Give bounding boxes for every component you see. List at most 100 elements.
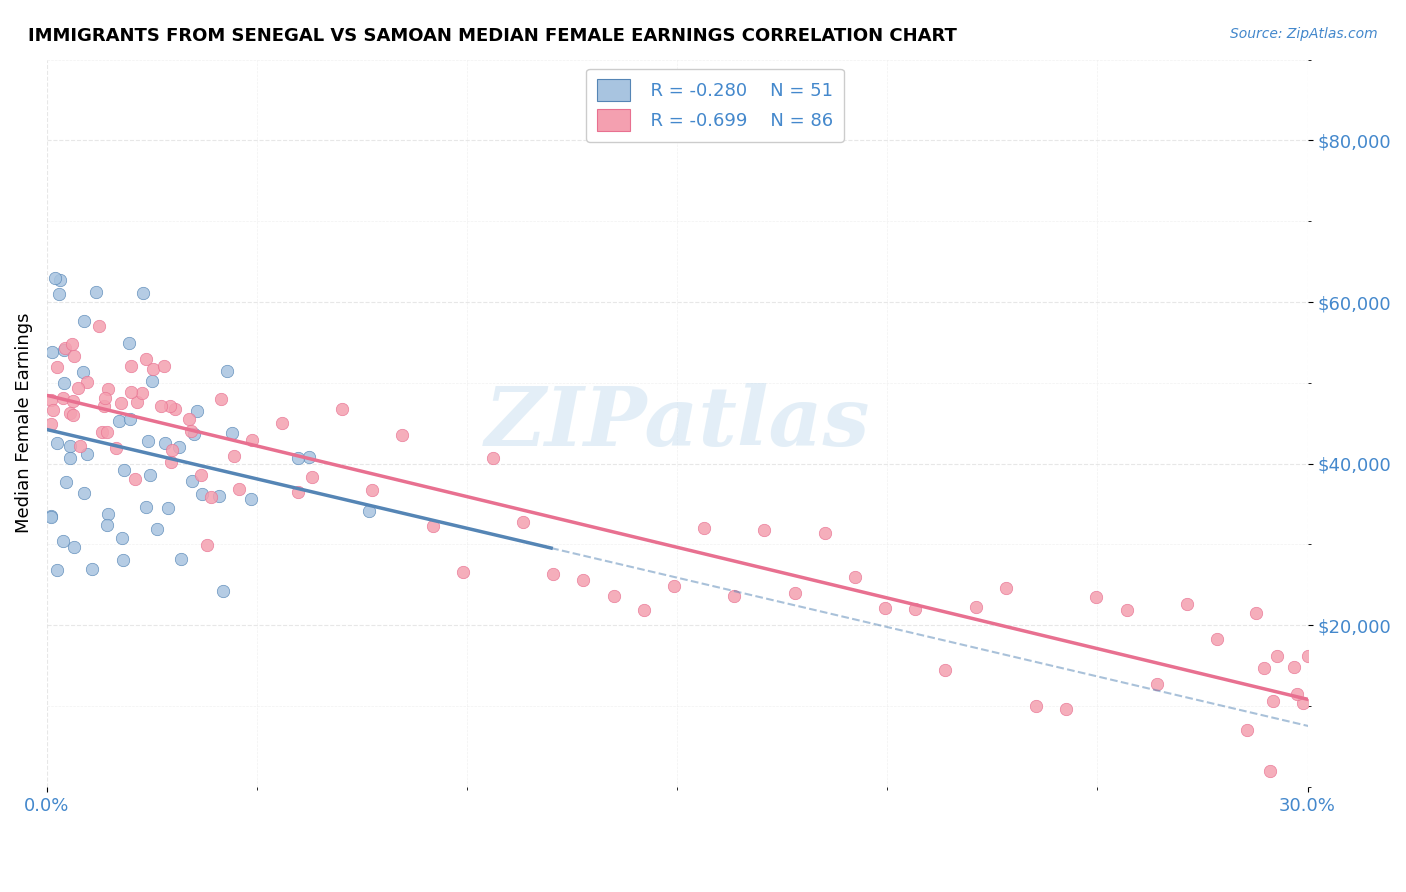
Samoans <box>633 603 655 617</box>
Immigrants from Senegal <box>120 412 142 426</box>
Immigrants from Senegal <box>45 562 67 576</box>
Samoans <box>135 352 157 367</box>
Samoans <box>60 337 83 351</box>
Immigrants from Senegal <box>48 287 70 301</box>
Immigrants from Senegal <box>108 414 131 428</box>
Samoans <box>190 467 212 482</box>
Immigrants from Senegal <box>215 363 238 377</box>
Samoans <box>1115 603 1137 617</box>
Immigrants from Senegal <box>52 376 75 390</box>
Samoans <box>1258 764 1281 778</box>
Samoans <box>209 392 232 407</box>
Samoans <box>76 375 98 389</box>
Immigrants from Senegal <box>55 475 77 490</box>
Immigrants from Senegal <box>118 336 141 351</box>
Immigrants from Senegal <box>186 404 208 418</box>
Samoans <box>904 601 927 615</box>
Text: Source: ZipAtlas.com: Source: ZipAtlas.com <box>1230 27 1378 41</box>
Samoans <box>1025 699 1047 714</box>
Immigrants from Senegal <box>59 439 82 453</box>
Samoans <box>228 482 250 496</box>
Samoans <box>94 391 117 405</box>
Text: ZIPatlas: ZIPatlas <box>485 384 870 463</box>
Samoans <box>62 394 84 409</box>
Samoans <box>361 483 384 498</box>
Samoans <box>662 579 685 593</box>
Samoans <box>96 425 118 440</box>
Samoans <box>142 362 165 376</box>
Immigrants from Senegal <box>48 273 70 287</box>
Samoans <box>572 573 595 587</box>
Immigrants from Senegal <box>287 451 309 466</box>
Samoans <box>783 586 806 600</box>
Immigrants from Senegal <box>141 374 163 388</box>
Immigrants from Senegal <box>240 492 263 507</box>
Immigrants from Senegal <box>183 426 205 441</box>
Immigrants from Senegal <box>170 552 193 566</box>
Samoans <box>69 439 91 453</box>
Samoans <box>1267 648 1289 663</box>
Samoans <box>91 425 114 440</box>
Samoans <box>512 516 534 530</box>
Immigrants from Senegal <box>111 532 134 546</box>
Immigrants from Senegal <box>111 553 134 567</box>
Samoans <box>1282 659 1305 673</box>
Samoans <box>87 319 110 334</box>
Samoans <box>422 519 444 533</box>
Immigrants from Senegal <box>135 500 157 514</box>
Immigrants from Senegal <box>39 509 62 524</box>
Immigrants from Senegal <box>41 344 63 359</box>
Immigrants from Senegal <box>211 583 233 598</box>
Immigrants from Senegal <box>167 440 190 454</box>
Immigrants from Senegal <box>112 463 135 477</box>
Samoans <box>1175 597 1198 611</box>
Samoans <box>97 382 120 396</box>
Samoans <box>62 408 84 422</box>
Immigrants from Senegal <box>45 435 67 450</box>
Samoans <box>120 385 142 400</box>
Immigrants from Senegal <box>298 450 321 465</box>
Samoans <box>53 341 76 355</box>
Samoans <box>180 424 202 438</box>
Samoans <box>1054 702 1077 716</box>
Samoans <box>301 469 323 483</box>
Samoans <box>391 427 413 442</box>
Samoans <box>934 663 956 677</box>
Samoans <box>160 455 183 469</box>
Samoans <box>62 350 84 364</box>
Samoans <box>39 417 62 432</box>
Samoans <box>330 401 353 416</box>
Legend:   R = -0.280    N = 51,   R = -0.699    N = 86: R = -0.280 N = 51, R = -0.699 N = 86 <box>586 69 844 142</box>
Immigrants from Senegal <box>181 474 204 488</box>
Immigrants from Senegal <box>157 501 180 516</box>
Samoans <box>1146 677 1168 691</box>
Samoans <box>150 399 173 413</box>
Immigrants from Senegal <box>72 365 94 379</box>
Immigrants from Senegal <box>132 285 155 300</box>
Samoans <box>59 406 82 420</box>
Samoans <box>124 472 146 486</box>
Samoans <box>482 450 505 465</box>
Samoans <box>723 589 745 603</box>
Samoans <box>1291 697 1313 711</box>
Samoans <box>1236 723 1258 737</box>
Samoans <box>240 434 263 448</box>
Immigrants from Senegal <box>76 447 98 461</box>
Samoans <box>153 359 176 373</box>
Samoans <box>693 521 716 535</box>
Immigrants from Senegal <box>52 534 75 549</box>
Samoans <box>195 538 218 552</box>
Immigrants from Senegal <box>136 434 159 448</box>
Immigrants from Senegal <box>97 508 120 522</box>
Immigrants from Senegal <box>357 504 380 518</box>
Samoans <box>451 565 474 579</box>
Samoans <box>159 399 181 413</box>
Immigrants from Senegal <box>73 313 96 327</box>
Samoans <box>1296 649 1319 664</box>
Samoans <box>1253 661 1275 675</box>
Samoans <box>39 392 62 407</box>
Immigrants from Senegal <box>153 436 176 450</box>
Samoans <box>270 416 292 430</box>
Samoans <box>67 381 90 395</box>
Samoans <box>287 484 309 499</box>
